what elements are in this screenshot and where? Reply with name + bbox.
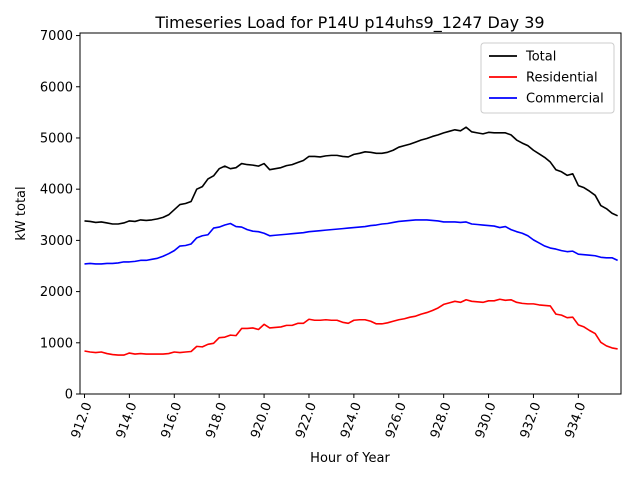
plot-frame [79,32,622,395]
y-tick-label: 0 [65,388,73,403]
y-tick-label: 5000 [40,131,73,146]
series-line-total [84,126,618,225]
series-layer [84,126,618,356]
legend-label-total: Total [525,50,556,65]
legend: Total Residential Commercial [480,42,615,114]
series-line-residential [84,298,618,356]
chart-title: Timeseries Load for P14U p14uhs9_1247 Da… [154,13,544,33]
legend-label-commercial: Commercial [526,92,604,107]
legend-box [480,42,615,114]
y-axis-label: kW total [14,186,29,240]
y-tick-label: 6000 [40,80,73,95]
x-axis-label: Hour of Year [310,451,390,466]
y-axis: 0 1000 2000 3000 4000 5000 6000 7000 [40,29,80,403]
legend-label-residential: Residential [526,71,598,86]
series-line-commercial [84,219,618,265]
y-tick-label: 2000 [40,285,73,300]
y-tick-label: 4000 [40,183,73,198]
y-tick-label: 7000 [40,29,73,44]
y-tick-label: 1000 [40,336,73,351]
y-tick-label: 3000 [40,234,73,249]
legend-items: Total Residential Commercial [489,50,604,107]
